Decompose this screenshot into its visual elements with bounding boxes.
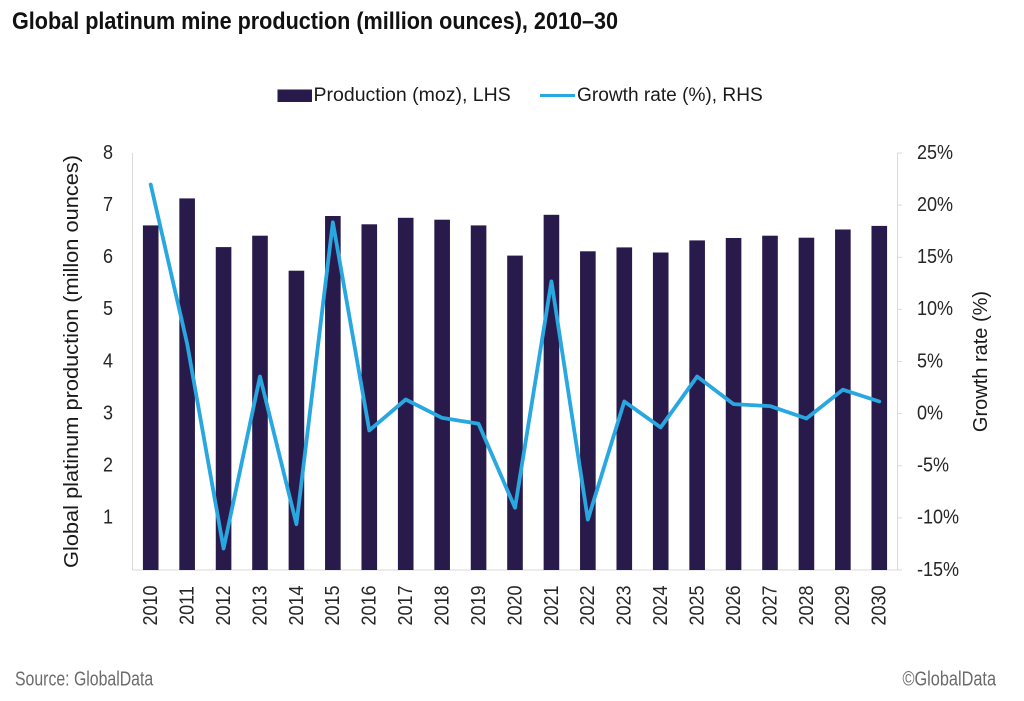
svg-text:2027: 2027 [759,585,781,625]
svg-text:2019: 2019 [468,585,490,625]
svg-text:2: 2 [103,455,113,477]
svg-text:15%: 15% [917,246,953,268]
svg-text:2028: 2028 [796,585,818,625]
svg-text:2024: 2024 [650,585,672,625]
svg-text:25%: 25% [917,142,953,164]
svg-text:2022: 2022 [577,585,599,625]
svg-text:2015: 2015 [322,585,344,625]
svg-text:2021: 2021 [541,585,563,625]
svg-text:©GlobalData: ©GlobalData [903,667,997,690]
svg-text:-15%: -15% [917,559,959,581]
svg-text:-10%: -10% [917,507,959,529]
svg-text:5: 5 [103,298,113,320]
svg-text:2016: 2016 [359,585,381,625]
svg-text:2010: 2010 [140,585,162,625]
svg-text:2025: 2025 [686,585,708,625]
svg-text:2030: 2030 [869,585,891,625]
svg-text:2012: 2012 [213,585,235,625]
svg-text:0%: 0% [917,402,943,424]
svg-text:10%: 10% [917,298,953,320]
svg-text:Global platinum mine productio: Global platinum mine production (million… [12,7,618,34]
svg-text:Source: GlobalData: Source: GlobalData [15,668,154,690]
svg-text:7: 7 [103,194,113,216]
svg-text:-5%: -5% [917,455,949,477]
svg-text:Growth rate (%): Growth rate (%) [970,291,992,432]
svg-text:3: 3 [103,402,113,424]
svg-text:2013: 2013 [249,585,271,625]
svg-text:Growth rate (%), RHS: Growth rate (%), RHS [577,85,763,106]
svg-text:1: 1 [103,507,113,529]
svg-text:20%: 20% [917,194,953,216]
svg-text:Global platinum production (mi: Global platinum production (millon ounce… [61,155,83,568]
svg-text:2029: 2029 [832,585,854,625]
svg-text:8: 8 [103,142,113,164]
svg-text:2018: 2018 [431,585,453,625]
svg-text:2020: 2020 [504,585,526,625]
svg-text:5%: 5% [917,350,943,372]
svg-text:2011: 2011 [176,586,198,625]
svg-text:2026: 2026 [723,585,745,625]
svg-text:2023: 2023 [614,585,636,625]
svg-text:6: 6 [103,246,113,268]
svg-text:2014: 2014 [286,585,308,625]
svg-text:Production (moz), LHS: Production (moz), LHS [314,84,511,106]
svg-text:4: 4 [103,350,113,372]
svg-text:2017: 2017 [395,585,417,625]
